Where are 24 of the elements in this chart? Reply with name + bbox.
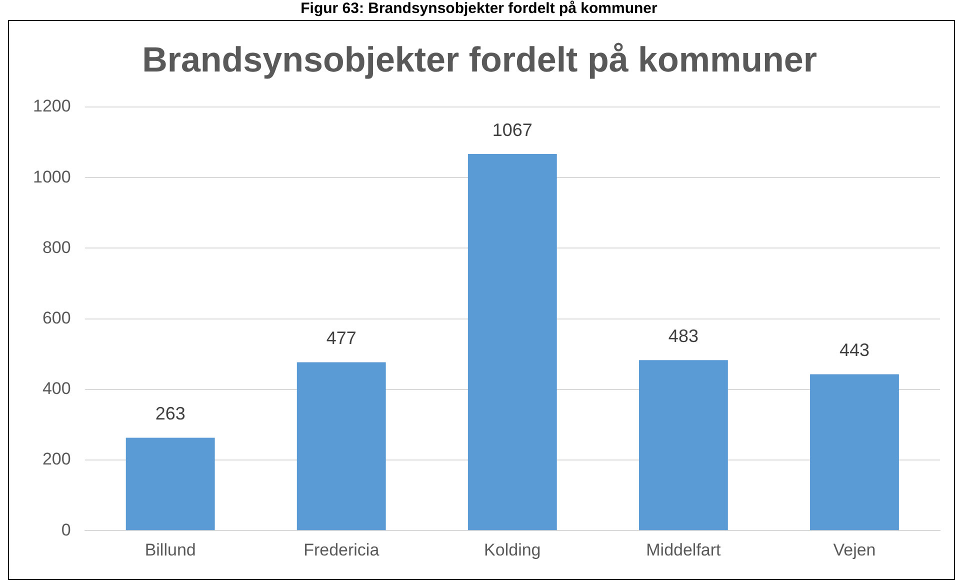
x-tick-label: Billund xyxy=(144,540,196,560)
x-tick-label: Kolding xyxy=(484,540,541,560)
x-tick-label: Middelfart xyxy=(646,540,722,560)
x-tick-label: Fredericia xyxy=(304,540,380,560)
y-tick-label: 1000 xyxy=(32,167,71,186)
y-tick-label: 0 xyxy=(61,520,71,540)
data-label: 443 xyxy=(839,340,870,360)
data-label: 1067 xyxy=(492,120,532,140)
y-tick-label: 200 xyxy=(42,450,71,469)
data-label: 263 xyxy=(155,404,186,424)
y-tick-label: 400 xyxy=(42,379,71,398)
bar xyxy=(638,360,728,530)
text: Figur 63: Brandsynsobjekter fordelt på kommuner xyxy=(300,0,658,18)
data-label: 477 xyxy=(326,328,356,348)
y-tick-label: 800 xyxy=(42,238,71,257)
bar xyxy=(810,374,899,530)
data-label: 483 xyxy=(668,326,698,346)
bar xyxy=(296,362,386,530)
y-tick-label: 600 xyxy=(42,308,71,328)
y-tick-label: 1200 xyxy=(32,96,71,116)
bar xyxy=(468,154,557,530)
bar xyxy=(126,438,215,530)
chart-title: Brandsynsobjekter fordelt på kommuner xyxy=(142,40,818,80)
x-tick-label: Vejen xyxy=(833,540,876,560)
